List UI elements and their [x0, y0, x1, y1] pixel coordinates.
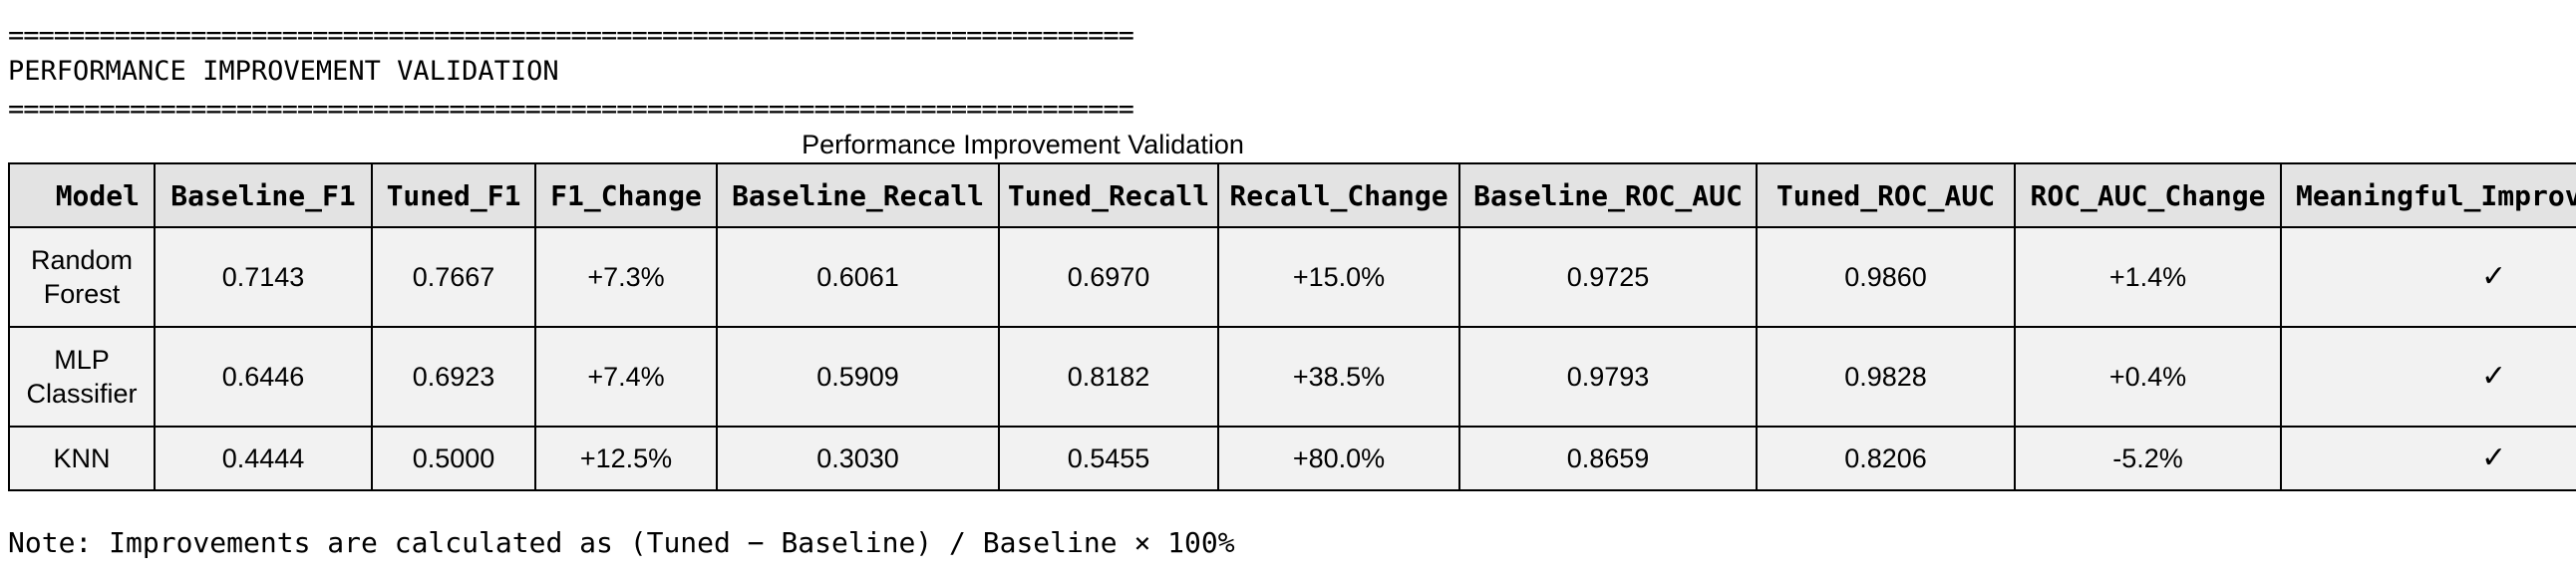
calculation-note: Note: Improvements are calculated as (Tu… — [8, 526, 1235, 559]
cell-recall-change: +38.5% — [1217, 326, 1460, 428]
header-meaningful-improvement: Meaningful_Improvement — [2280, 162, 2576, 228]
header-model: Model — [8, 162, 156, 228]
cell-tuned-roc-auc: 0.9828 — [1756, 326, 2016, 428]
cell-roc-auc-change: +0.4% — [2014, 326, 2282, 428]
results-table-container: Model Baseline_F1 Tuned_F1 F1_Change Bas… — [8, 162, 2576, 501]
table-header-row: Model Baseline_F1 Tuned_F1 F1_Change Bas… — [8, 162, 2576, 228]
cell-tuned-recall: 0.6970 — [998, 226, 1219, 328]
header-baseline-roc-auc: Baseline_ROC_AUC — [1458, 162, 1758, 228]
cell-baseline-recall: 0.3030 — [716, 426, 1000, 491]
cell-recall-change: +15.0% — [1217, 226, 1460, 328]
checkmark-icon: ✓ — [2280, 426, 2576, 491]
header-tuned-f1: Tuned_F1 — [371, 162, 536, 228]
cell-model: Random Forest — [8, 226, 156, 328]
separator-rule-top: ========================================… — [8, 20, 1134, 51]
cell-baseline-roc-auc: 0.9725 — [1458, 226, 1758, 328]
cell-roc-auc-change: -5.2% — [2014, 426, 2282, 491]
cell-tuned-roc-auc: 0.8206 — [1756, 426, 2016, 491]
cell-f1-change: +7.3% — [534, 226, 718, 328]
checkmark-icon: ✓ — [2280, 326, 2576, 428]
cell-f1-change: +7.4% — [534, 326, 718, 428]
cell-baseline-recall: 0.6061 — [716, 226, 1000, 328]
cell-tuned-f1: 0.5000 — [371, 426, 536, 491]
table-row: Random Forest 0.7143 0.7667 +7.3% 0.6061… — [8, 226, 2576, 328]
results-table: Model Baseline_F1 Tuned_F1 F1_Change Bas… — [8, 162, 2576, 491]
header-baseline-recall: Baseline_Recall — [716, 162, 1000, 228]
cell-model: KNN — [8, 426, 156, 491]
cell-baseline-f1: 0.7143 — [154, 226, 373, 328]
cell-tuned-roc-auc: 0.9860 — [1756, 226, 2016, 328]
cell-baseline-f1: 0.4444 — [154, 426, 373, 491]
header-tuned-recall: Tuned_Recall — [998, 162, 1219, 228]
cell-tuned-f1: 0.6923 — [371, 326, 536, 428]
table-title: Performance Improvement Validation — [802, 130, 1244, 159]
header-tuned-roc-auc: Tuned_ROC_AUC — [1756, 162, 2016, 228]
header-recall-change: Recall_Change — [1217, 162, 1460, 228]
header-baseline-f1: Baseline_F1 — [154, 162, 373, 228]
cell-model: MLP Classifier — [8, 326, 156, 428]
cell-tuned-f1: 0.7667 — [371, 226, 536, 328]
cell-roc-auc-change: +1.4% — [2014, 226, 2282, 328]
cell-tuned-recall: 0.5455 — [998, 426, 1219, 491]
table-row: KNN 0.4444 0.5000 +12.5% 0.3030 0.5455 +… — [8, 426, 2576, 491]
header-f1-change: F1_Change — [534, 162, 718, 228]
table-row: MLP Classifier 0.6446 0.6923 +7.4% 0.590… — [8, 326, 2576, 428]
header-roc-auc-change: ROC_AUC_Change — [2014, 162, 2282, 228]
cell-tuned-recall: 0.8182 — [998, 326, 1219, 428]
cell-recall-change: +80.0% — [1217, 426, 1460, 491]
cell-f1-change: +12.5% — [534, 426, 718, 491]
cell-baseline-roc-auc: 0.8659 — [1458, 426, 1758, 491]
separator-rule-bottom: ========================================… — [8, 94, 1134, 125]
cell-baseline-f1: 0.6446 — [154, 326, 373, 428]
checkmark-icon: ✓ — [2280, 226, 2576, 328]
cell-baseline-recall: 0.5909 — [716, 326, 1000, 428]
cell-baseline-roc-auc: 0.9793 — [1458, 326, 1758, 428]
report-heading: PERFORMANCE IMPROVEMENT VALIDATION — [8, 56, 559, 87]
